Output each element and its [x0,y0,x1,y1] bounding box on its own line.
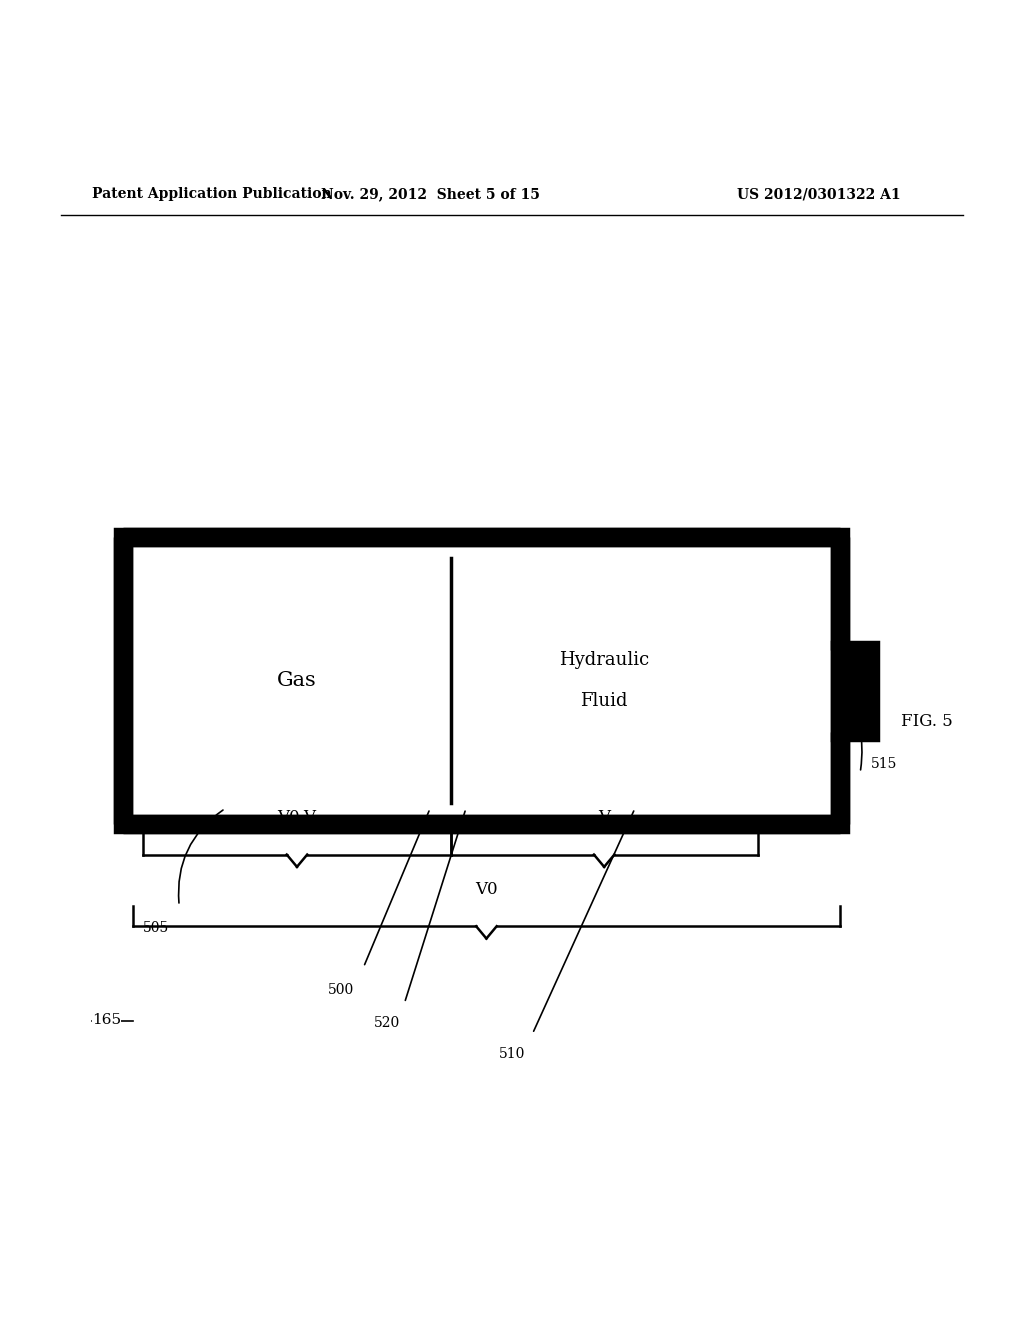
Bar [840,649,870,731]
Text: Fluid: Fluid [581,692,628,710]
Text: 165: 165 [92,1014,121,1027]
Text: 520: 520 [374,1016,400,1031]
FancyBboxPatch shape [123,537,840,824]
Text: Hydraulic: Hydraulic [559,651,649,669]
Text: 500: 500 [328,982,354,997]
Text: V: V [598,809,610,826]
Text: V0: V0 [475,880,498,898]
Text: US 2012/0301322 A1: US 2012/0301322 A1 [737,187,901,201]
Text: Patent Application Publication: Patent Application Publication [92,187,332,201]
Text: Nov. 29, 2012  Sheet 5 of 15: Nov. 29, 2012 Sheet 5 of 15 [321,187,540,201]
Text: Gas: Gas [278,671,316,690]
Text: 515: 515 [870,758,897,771]
Text: FIG. 5: FIG. 5 [901,713,953,730]
Text: 505: 505 [143,921,170,935]
Text: 510: 510 [499,1047,525,1061]
Text: V0-V: V0-V [278,809,316,826]
